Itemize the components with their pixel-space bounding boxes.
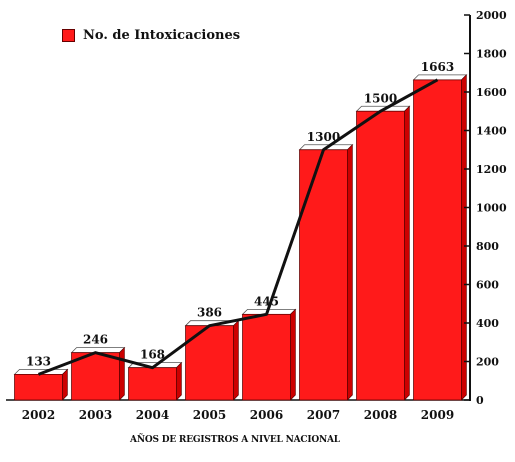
legend: No. de Intoxicaciones [62, 28, 240, 43]
bar-2004 [128, 367, 177, 401]
bar-side-2008 [404, 105, 410, 401]
data-label-2002: 133 [26, 354, 51, 368]
bar-side-2009 [461, 74, 467, 401]
x-tick-label-2007: 2007 [307, 408, 340, 422]
y-tick-label-1400: 1400 [476, 125, 507, 138]
y-tick-label-2000: 2000 [476, 9, 507, 22]
bar-side-2002 [62, 368, 68, 401]
y-tick-label-600: 600 [476, 279, 499, 292]
y-tick-label-400: 400 [476, 317, 499, 330]
bar-top-2009 [412, 74, 468, 81]
x-tick-label-2008: 2008 [364, 408, 397, 422]
data-label-2003: 246 [83, 333, 108, 347]
y-tick-label-1200: 1200 [476, 163, 507, 176]
x-tick-label-2006: 2006 [250, 408, 283, 422]
y-tick-label-1800: 1800 [476, 48, 507, 61]
data-label-2009: 1663 [421, 60, 454, 74]
data-label-2008: 1500 [364, 91, 397, 105]
bar-2008 [356, 110, 405, 401]
bar-side-2006 [290, 308, 296, 401]
bar-2007 [299, 149, 348, 401]
trend-line [37, 78, 439, 376]
bar-2002 [14, 373, 63, 401]
data-label-2004: 168 [140, 348, 165, 362]
bar-side-2007 [347, 144, 353, 401]
x-tick-label-2004: 2004 [136, 408, 169, 422]
legend-swatch [62, 29, 75, 42]
y-tick-label-800: 800 [476, 240, 499, 253]
x-tick-label-2005: 2005 [193, 408, 226, 422]
data-label-2007: 1300 [307, 130, 340, 144]
y-tick-label-1000: 1000 [476, 202, 507, 215]
bar-2009 [413, 79, 462, 401]
data-label-2005: 386 [197, 306, 222, 320]
y-tick-label-1600: 1600 [476, 86, 507, 99]
y-tick-label-200: 200 [476, 356, 499, 369]
legend-label: No. de Intoxicaciones [83, 28, 241, 43]
x-tick-label-2003: 2003 [79, 408, 112, 422]
bar-side-2003 [119, 346, 125, 401]
data-label-2006: 445 [254, 294, 279, 308]
bar-2006 [242, 313, 291, 401]
y-tick-label-0: 0 [476, 394, 484, 407]
x-tick-label-2002: 2002 [22, 408, 55, 422]
x-tick-label-2009: 2009 [421, 408, 454, 422]
bar-side-2005 [233, 319, 239, 401]
x-axis-title: AÑOS DE REGISTROS A NIVEL NACIONAL [130, 435, 340, 445]
bar-side-2004 [176, 361, 182, 401]
